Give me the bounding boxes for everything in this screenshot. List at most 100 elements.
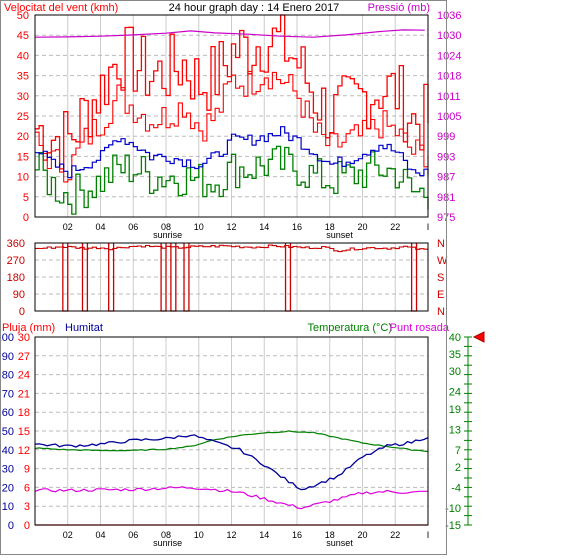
- climate-sunset-label: sunset: [326, 538, 353, 548]
- wind-x-tick-label: 02: [63, 222, 73, 232]
- direction-degree-tick-label: 270: [7, 255, 25, 267]
- temperature-tick-label: 30: [449, 366, 461, 378]
- rain-tick-label: 27: [18, 351, 30, 363]
- wind-x-tick-label: 12: [226, 222, 236, 232]
- direction-degree-tick-label: 90: [13, 289, 25, 301]
- wind-direction-line: [35, 244, 429, 253]
- wind-min-line: [35, 145, 429, 215]
- wind-speed-tick-label: 20: [17, 131, 29, 143]
- climate-x-tick-label: I: [427, 530, 430, 540]
- rain-tick-label: 30: [18, 332, 30, 344]
- wind-speed-line: [35, 70, 429, 183]
- rain-tick-label: 12: [18, 445, 30, 457]
- wind-x-tick-label: 18: [325, 222, 335, 232]
- pressure-tick-label: 1011: [437, 91, 461, 103]
- direction-compass-tick-label: N: [437, 306, 445, 318]
- direction-degree-tick-label: 0: [19, 306, 25, 318]
- wind-speed-tick-label: 5: [23, 192, 29, 204]
- pressure-axis-label: Pressió (mb): [368, 2, 430, 14]
- wind-speed-tick-label: 10: [17, 172, 29, 184]
- climate-x-tick-label: 22: [390, 530, 400, 540]
- humidity-tick-label: 100: [0, 332, 14, 344]
- wind-speed-tick-label: 25: [17, 111, 29, 123]
- wind-speed-tick-label: 15: [17, 151, 29, 163]
- pressure-tick-label: 1024: [437, 50, 461, 62]
- wind-x-tick-label: 04: [95, 222, 105, 232]
- temperature-tick-label: 40: [449, 332, 461, 344]
- wind-speed-tick-label: 35: [17, 71, 29, 83]
- wind-x-tick-label: 14: [259, 222, 269, 232]
- humidity-tick-label: 70: [2, 388, 14, 400]
- wind-x-tick-label: 08: [161, 222, 171, 232]
- rain-tick-label: 18: [18, 407, 30, 419]
- pressure-tick-label: 1018: [437, 71, 461, 83]
- direction-compass-tick-label: N: [437, 238, 445, 250]
- pressure-tick-label: 1005: [437, 111, 461, 123]
- direction-compass-tick-label: S: [437, 272, 444, 284]
- temperature-tick-label: 7: [455, 445, 461, 457]
- wind-x-tick-label: 22: [390, 222, 400, 232]
- temperature-tick-label: 2: [455, 462, 461, 474]
- dew-point-axis-label: Punt rosada: [390, 322, 450, 334]
- climate-x-tick-label: 12: [226, 530, 236, 540]
- wind-speed-axis-label: Velocitat del vent (kmh): [4, 2, 118, 14]
- pressure-line: [34, 29, 425, 38]
- humidity-line: [34, 434, 429, 491]
- direction-compass-tick-label: W: [437, 255, 448, 267]
- rain-tick-label: 6: [24, 482, 30, 494]
- direction-compass-tick-label: E: [437, 289, 444, 301]
- humidity-tick-label: 80: [2, 370, 14, 382]
- humidity-tick-label: 60: [2, 407, 14, 419]
- temperature-tick-label: -15: [445, 520, 461, 532]
- wind-gust-line: [35, 14, 429, 170]
- rain-tick-label: 3: [24, 501, 30, 513]
- rain-tick-label: 24: [18, 370, 30, 382]
- climate-x-tick-label: 06: [128, 530, 138, 540]
- pressure-tick-label: 1036: [437, 10, 461, 22]
- wind-x-tick-label: 06: [128, 222, 138, 232]
- wind-x-tick-label: 10: [194, 222, 204, 232]
- climate-x-tick-label: 18: [325, 530, 335, 540]
- humidity-tick-label: 50: [2, 426, 14, 438]
- temperature-line: [34, 430, 429, 453]
- temperature-tick-label: -4: [451, 482, 461, 494]
- temperature-tick-label: -10: [445, 503, 461, 515]
- rain-tick-label: 9: [24, 464, 30, 476]
- climate-plot-frame: [34, 336, 429, 526]
- wind-speed-tick-label: 0: [23, 212, 29, 224]
- humidity-tick-label: 20: [2, 482, 14, 494]
- wind-x-tick-label: 20: [357, 222, 367, 232]
- wind-x-tick-label: I: [427, 222, 430, 232]
- temperature-tick-label: 35: [449, 349, 461, 361]
- climate-x-tick-label: 04: [95, 530, 105, 540]
- current-temperature-marker: [472, 331, 485, 343]
- rain-tick-label: 0: [24, 520, 30, 532]
- wind-x-tick-label: 16: [292, 222, 302, 232]
- wind-plot-frame: [34, 14, 429, 218]
- dew-point-line: [34, 486, 428, 510]
- rain-tick-label: 21: [18, 388, 30, 400]
- humidity-tick-label: 90: [2, 351, 14, 363]
- climate-sunrise-label: sunrise: [153, 538, 182, 548]
- temperature-tick-label: 24: [449, 387, 461, 399]
- temperature-tick-label: 19: [449, 404, 461, 416]
- climate-x-tick-label: 16: [292, 530, 302, 540]
- climate-x-tick-label: 02: [63, 530, 73, 540]
- rain-axis-label: Pluja (mm): [2, 322, 55, 334]
- humidity-axis-label: Humitat: [65, 322, 103, 334]
- wind-speed-tick-label: 45: [17, 30, 29, 42]
- wind-mean-line: [35, 126, 429, 179]
- climate-x-tick-label: 20: [357, 530, 367, 540]
- climate-x-tick-label: 08: [161, 530, 171, 540]
- direction-degree-tick-label: 360: [7, 238, 25, 250]
- pressure-tick-label: 1030: [437, 30, 461, 42]
- wind-sunrise-label: sunrise: [153, 230, 182, 240]
- temperature-tick-label: 13: [449, 424, 461, 436]
- humidity-tick-label: 40: [2, 445, 14, 457]
- humidity-tick-label: 10: [2, 501, 14, 513]
- chart-outer-border: [0, 0, 447, 555]
- rain-tick-label: 15: [18, 426, 30, 438]
- climate-x-tick-label: 14: [259, 530, 269, 540]
- direction-plot-frame: [34, 242, 429, 312]
- direction-degree-tick-label: 180: [7, 272, 25, 284]
